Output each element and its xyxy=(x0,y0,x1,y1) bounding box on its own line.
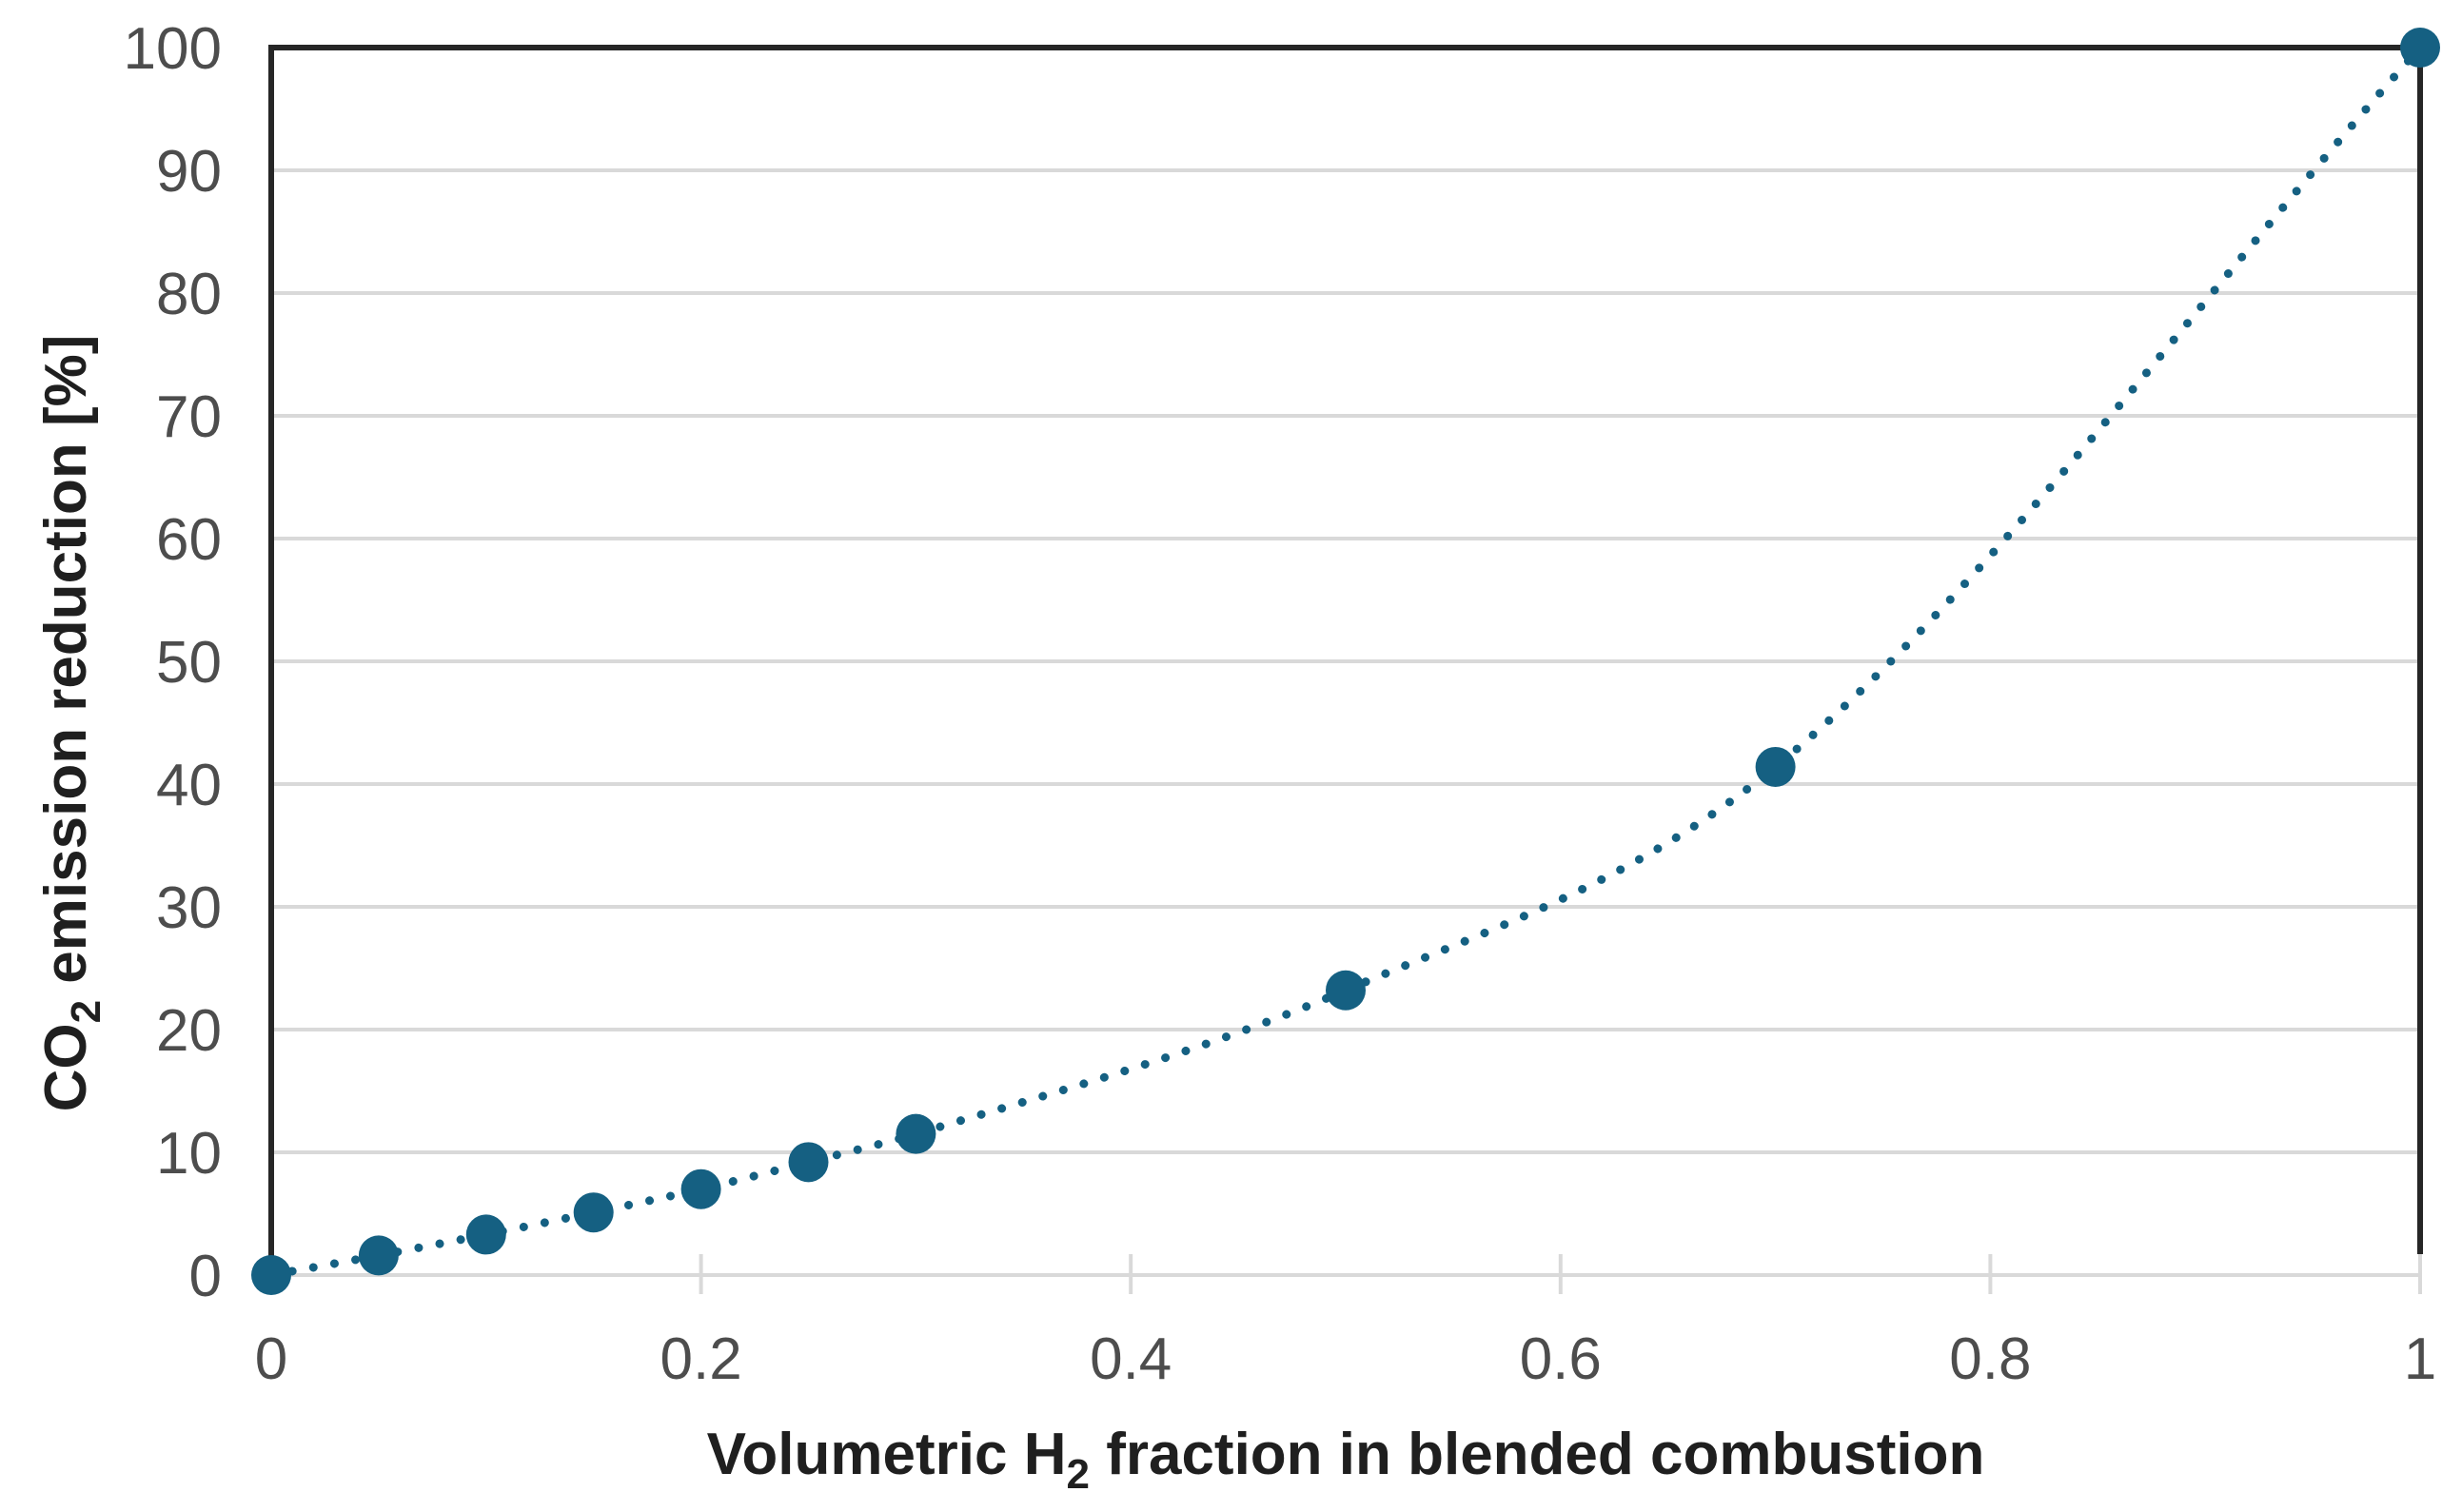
y-tick-label: 90 xyxy=(156,139,222,205)
y-tick-label: 80 xyxy=(156,262,222,327)
data-point-marker xyxy=(1755,746,1796,787)
x-tick-label: 0.4 xyxy=(1090,1326,1172,1392)
horizontal-gridlines xyxy=(271,168,2420,1277)
y-tick-label: 10 xyxy=(156,1121,222,1187)
data-point-marker xyxy=(788,1142,829,1183)
data-point-marker xyxy=(680,1168,721,1209)
data-point-marker xyxy=(251,1255,291,1295)
data-point-marker xyxy=(573,1192,614,1233)
y-tick-labels: 0 10 20 30 40 50 60 70 80 90 100 xyxy=(124,16,222,1309)
y-tick-label: 50 xyxy=(156,630,222,696)
x-tick-label: 0.8 xyxy=(1949,1326,2031,1392)
y-tick-label: 100 xyxy=(124,16,222,82)
y-tick-label: 70 xyxy=(156,384,222,450)
y-tick-label: 40 xyxy=(156,753,222,818)
y-tick-label: 60 xyxy=(156,507,222,573)
data-point-marker xyxy=(1326,970,1366,1011)
plot-frame-axes xyxy=(268,45,2423,1275)
x-tick-label: 0.6 xyxy=(1520,1326,1602,1392)
y-tick-label: 20 xyxy=(156,998,222,1064)
data-point-marker xyxy=(2400,28,2440,68)
data-point-marker xyxy=(465,1214,506,1255)
x-axis-title: Volumetric H2 fraction in blended combus… xyxy=(707,1422,1985,1498)
data-point-markers xyxy=(251,28,2440,1295)
x-tick-labels: 0 0.2 0.4 0.6 0.8 1 xyxy=(255,1326,2436,1392)
data-point-marker xyxy=(358,1235,399,1276)
y-axis-title: CO2 emission reduction [%] xyxy=(33,335,109,1112)
x-tick-label: 0 xyxy=(255,1326,287,1392)
y-tick-label: 0 xyxy=(189,1244,222,1309)
x-tick-label: 1 xyxy=(2404,1326,2436,1392)
x-tick-label: 0.2 xyxy=(660,1326,741,1392)
data-point-marker xyxy=(896,1113,936,1154)
y-tick-label: 30 xyxy=(156,875,222,941)
